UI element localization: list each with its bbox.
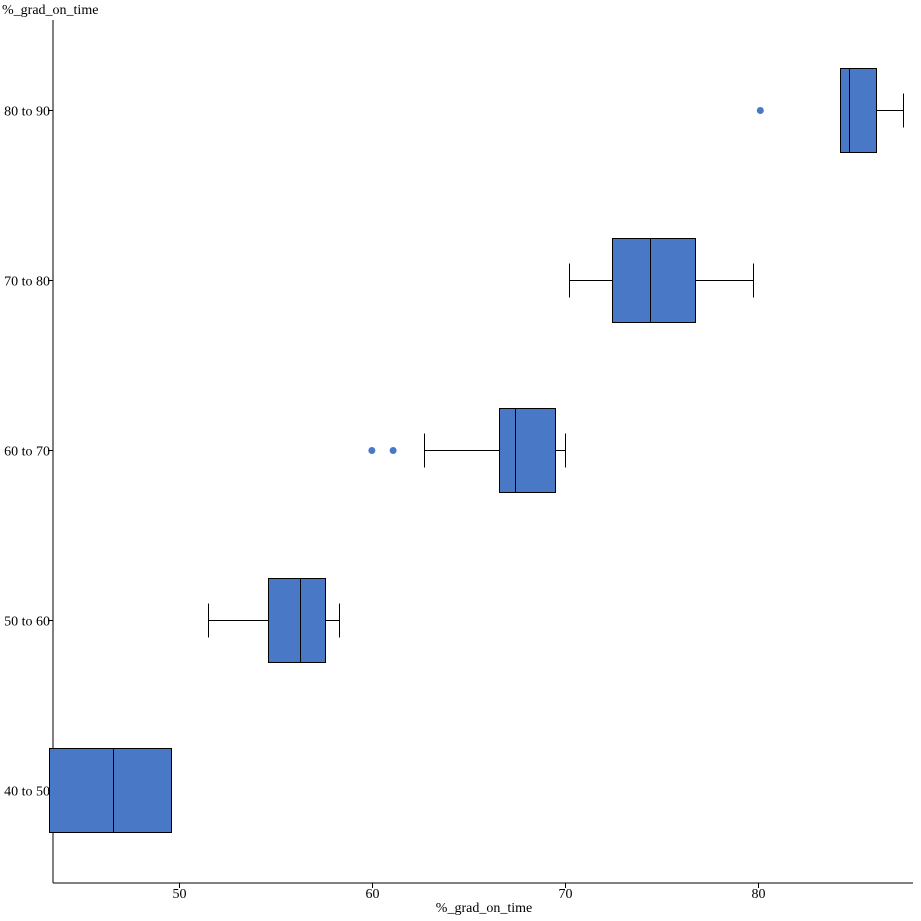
x-tick-label: 50 <box>173 887 187 902</box>
box-70-to-80 <box>569 238 754 323</box>
tick-labels: 50 60 70 80 80 to 90 70 to 80 60 to 70 50 to 60… <box>4 105 765 903</box>
box-iqr <box>268 578 326 663</box>
box-80-to-90 <box>756 68 904 153</box>
boxes <box>49 68 904 833</box>
y-tick-label: 80 to 90 <box>4 105 50 120</box>
box-outline <box>499 408 556 493</box>
box-outline <box>49 748 172 833</box>
x-tick-label: 70 <box>559 887 573 902</box>
outlier-point <box>756 107 764 114</box>
x-tick-label: 80 <box>752 887 766 902</box>
box-outline <box>612 238 696 323</box>
y-tick-label: 70 to 80 <box>4 275 50 290</box>
box-50-to-60 <box>208 578 340 663</box>
box-iqr <box>840 68 877 153</box>
outlier-point <box>389 447 397 454</box>
y-tick-label: 50 to 60 <box>4 615 50 630</box>
y-tick-label: 40 to 50 <box>4 785 50 800</box>
outlier-point <box>368 447 376 454</box>
box-iqr <box>49 748 172 833</box>
y-axis-title: %_grad_on_time <box>2 3 98 18</box>
x-tick-label: 60 <box>366 887 380 902</box>
y-tick-label: 60 to 70 <box>4 445 50 460</box>
box-outline <box>840 68 877 153</box>
box-outline <box>268 578 326 663</box>
box-iqr <box>612 238 696 323</box>
box-40-to-50 <box>49 748 172 833</box>
x-axis-title: %_grad_on_time <box>436 901 532 916</box>
axes <box>48 20 913 888</box>
box-iqr <box>499 408 556 493</box>
box-60-to-70 <box>368 408 566 493</box>
